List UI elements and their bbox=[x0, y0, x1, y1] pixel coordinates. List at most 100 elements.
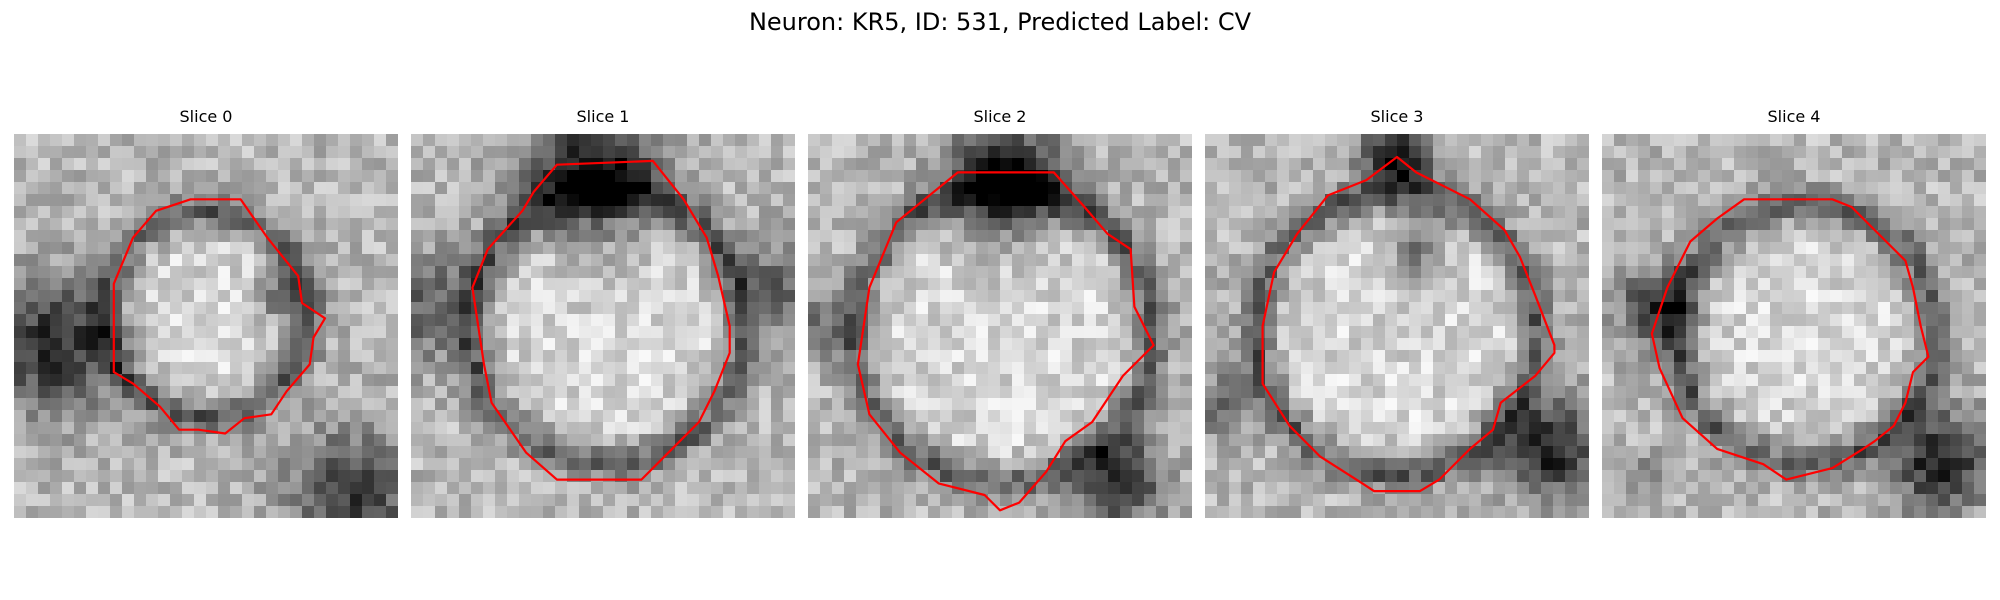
pixel bbox=[158, 314, 171, 327]
pixel bbox=[1433, 170, 1446, 183]
pixel bbox=[1878, 266, 1891, 279]
pixel bbox=[1361, 446, 1374, 459]
pixel bbox=[435, 446, 448, 459]
pixel bbox=[1698, 134, 1711, 147]
pixel bbox=[110, 494, 123, 507]
pixel bbox=[916, 350, 929, 363]
pixel bbox=[928, 398, 941, 411]
pixel bbox=[435, 350, 448, 363]
pixel bbox=[1168, 302, 1181, 315]
pixel bbox=[1000, 434, 1013, 447]
pixel bbox=[639, 338, 652, 351]
pixel bbox=[1626, 206, 1639, 219]
pixel bbox=[1060, 374, 1073, 387]
pixel bbox=[735, 182, 748, 195]
pixel bbox=[1529, 158, 1542, 171]
pixel bbox=[699, 146, 712, 159]
pixel bbox=[1565, 446, 1578, 459]
pixel bbox=[1493, 230, 1506, 243]
pixel bbox=[1830, 134, 1843, 147]
pixel bbox=[1409, 398, 1422, 411]
pixel bbox=[254, 398, 267, 411]
pixel bbox=[1481, 206, 1494, 219]
pixel bbox=[1674, 422, 1687, 435]
pixel bbox=[1758, 170, 1771, 183]
pixel bbox=[435, 206, 448, 219]
pixel bbox=[627, 434, 640, 447]
pixel bbox=[1974, 278, 1986, 291]
pixel bbox=[1830, 362, 1843, 375]
pixel bbox=[326, 446, 339, 459]
pixel bbox=[1722, 266, 1735, 279]
pixel bbox=[1036, 134, 1049, 147]
pixel bbox=[976, 338, 989, 351]
pixel bbox=[1758, 326, 1771, 339]
pixel bbox=[699, 434, 712, 447]
pixel bbox=[1120, 422, 1133, 435]
pixel bbox=[1938, 314, 1951, 327]
pixel bbox=[1205, 146, 1218, 159]
pixel bbox=[904, 134, 917, 147]
pixel bbox=[182, 158, 195, 171]
pixel bbox=[1842, 278, 1855, 291]
pixel bbox=[1072, 158, 1085, 171]
pixel bbox=[856, 134, 869, 147]
pixel bbox=[783, 194, 795, 207]
pixel bbox=[1144, 326, 1157, 339]
pixel bbox=[1469, 314, 1482, 327]
pixel bbox=[735, 194, 748, 207]
pixel bbox=[1614, 230, 1627, 243]
pixel bbox=[278, 266, 291, 279]
pixel bbox=[98, 398, 111, 411]
pixel bbox=[687, 434, 700, 447]
pixel bbox=[1698, 302, 1711, 315]
pixel bbox=[747, 230, 760, 243]
pixel bbox=[1469, 398, 1482, 411]
pixel bbox=[1168, 494, 1181, 507]
pixel bbox=[952, 398, 965, 411]
pixel bbox=[1048, 290, 1061, 303]
pixel bbox=[38, 410, 51, 423]
pixel bbox=[1012, 266, 1025, 279]
pixel bbox=[1481, 350, 1494, 363]
pixel bbox=[651, 194, 664, 207]
pixel bbox=[1229, 386, 1242, 399]
pixel bbox=[1409, 326, 1422, 339]
pixel bbox=[1686, 134, 1699, 147]
pixel bbox=[266, 410, 279, 423]
pixel bbox=[374, 422, 387, 435]
pixel bbox=[603, 278, 616, 291]
pixel bbox=[976, 326, 989, 339]
pixel bbox=[627, 290, 640, 303]
pixel bbox=[1818, 350, 1831, 363]
pixel bbox=[771, 422, 784, 435]
pixel bbox=[1084, 266, 1097, 279]
pixel bbox=[1950, 266, 1963, 279]
pixel bbox=[711, 230, 724, 243]
pixel bbox=[26, 146, 39, 159]
pixel bbox=[832, 254, 845, 267]
pixel bbox=[1602, 254, 1615, 267]
pixel bbox=[435, 218, 448, 231]
pixel bbox=[651, 182, 664, 195]
pixel bbox=[338, 338, 351, 351]
pixel bbox=[928, 194, 941, 207]
pixel bbox=[338, 386, 351, 399]
pixel bbox=[832, 182, 845, 195]
pixel bbox=[1782, 242, 1795, 255]
pixel bbox=[1794, 218, 1807, 231]
pixel bbox=[723, 470, 736, 483]
pixel bbox=[1433, 134, 1446, 147]
pixel bbox=[1926, 194, 1939, 207]
pixel bbox=[1662, 254, 1675, 267]
pixel bbox=[603, 302, 616, 315]
pixel bbox=[374, 350, 387, 363]
pixel bbox=[1674, 302, 1687, 315]
pixel bbox=[1890, 398, 1903, 411]
pixel bbox=[350, 302, 363, 315]
pixel bbox=[1938, 386, 1951, 399]
pixel bbox=[326, 350, 339, 363]
pixel bbox=[916, 158, 929, 171]
pixel bbox=[1277, 494, 1290, 507]
pixel bbox=[543, 374, 556, 387]
